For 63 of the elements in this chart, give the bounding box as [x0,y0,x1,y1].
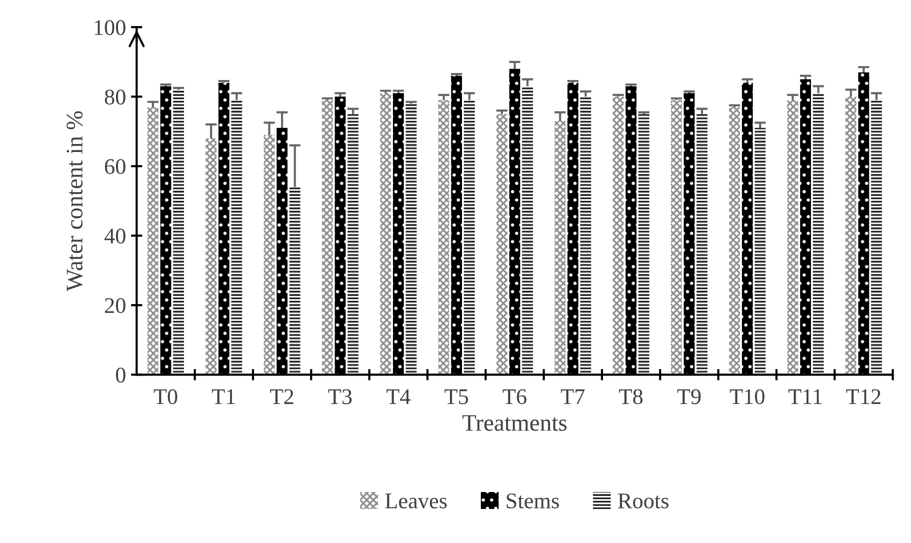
bar [264,134,275,375]
x-tick-label: T1 [212,389,235,404]
bar [729,107,740,375]
x-tick-label: T12 [846,389,880,404]
bar [392,93,404,375]
bar [696,114,708,375]
x-tick-label: T2 [270,389,294,404]
legend-label: Roots [618,494,668,508]
bar [496,114,508,375]
y-tick-label: 80 [104,90,126,105]
x-tick-label: T6 [502,389,526,404]
x-tick-label: T4 [386,389,410,404]
legend-label: Leaves [385,494,447,508]
bar [670,100,682,375]
bar [160,86,172,375]
y-tick-label: 100 [94,20,126,36]
bar [522,86,533,375]
bar [148,107,158,375]
bar [276,128,288,375]
bar [742,82,753,375]
bar [638,114,650,375]
bar [612,96,624,375]
y-axis-title: Water content in % [66,111,83,292]
bar [871,100,882,375]
bar [206,138,217,375]
x-tick-label: T5 [444,389,468,404]
bar [580,96,592,375]
bar [554,120,566,375]
bar [509,68,520,375]
bar [406,104,417,375]
bar [845,96,856,375]
bar [348,114,358,375]
bar [334,96,346,375]
legend-label: Stems [506,493,559,508]
x-tick-label: T7 [560,389,585,404]
bar [787,100,798,375]
bar [380,93,392,375]
bar [231,100,242,375]
y-tick-label: 20 [104,298,126,314]
x-tick-label: T10 [730,389,764,404]
bar [173,90,184,375]
bar [451,76,462,375]
bar [858,72,870,375]
x-tick-label: T9 [677,389,701,404]
bar [322,100,333,375]
bar [289,187,300,375]
bar [812,93,824,375]
y-tick-label: 40 [104,228,126,244]
x-tick-label: T3 [328,389,352,404]
y-tick-label: 0 [116,368,126,383]
bar [438,100,450,375]
bar [800,79,811,375]
bar [567,82,578,375]
bar [218,82,230,375]
x-tick-label: T11 [788,389,822,404]
bar [626,86,636,375]
x-axis-title: Treatments [462,415,567,431]
bar [754,128,766,375]
bar [464,100,475,375]
y-tick-label: 60 [104,159,126,174]
x-tick-label: T0 [154,389,178,404]
bar [684,93,695,375]
x-tick-label: T8 [619,389,643,404]
